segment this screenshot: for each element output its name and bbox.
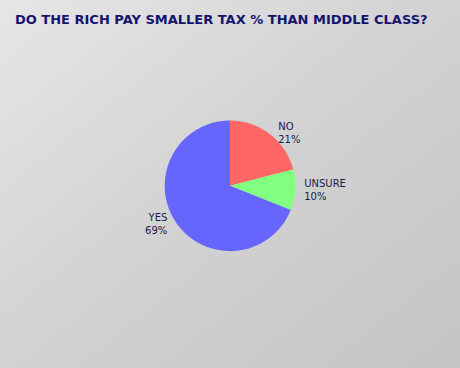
svg-text:21%: 21%: [278, 134, 300, 145]
svg-text:UNSURE: UNSURE: [304, 178, 346, 189]
svg-text:DO THE RICH PAY SMALLER TAX %: DO THE RICH PAY SMALLER TAX % THAN MIDDL…: [15, 12, 428, 27]
svg-text:10%: 10%: [304, 191, 326, 202]
svg-text:69%: 69%: [145, 225, 167, 236]
svg-text:NO: NO: [278, 121, 293, 132]
svg-text:YES: YES: [148, 212, 168, 223]
